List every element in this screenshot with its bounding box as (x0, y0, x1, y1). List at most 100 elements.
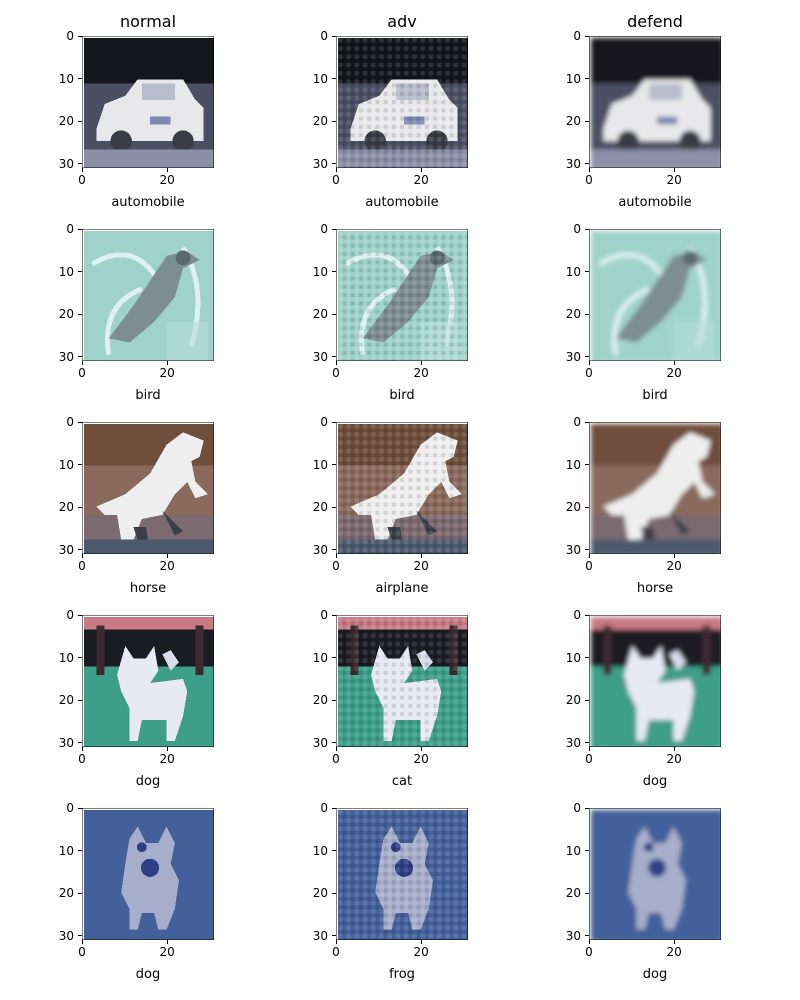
x-tick-label: 20 (406, 559, 436, 573)
y-tick (78, 850, 82, 851)
y-tick-label: 20 (302, 114, 328, 128)
image-dog-patch (141, 859, 159, 877)
y-tick (78, 271, 82, 272)
y-tick-label: 0 (302, 801, 328, 815)
y-tick (78, 700, 82, 701)
y-tick-label: 10 (555, 265, 581, 279)
y-tick (585, 163, 589, 164)
x-tick-label: 0 (67, 559, 97, 573)
y-tick (585, 464, 589, 465)
y-tick-label: 30 (302, 157, 328, 171)
y-tick-label: 0 (555, 801, 581, 815)
y-tick-label: 30 (302, 736, 328, 750)
y-tick (78, 464, 82, 465)
y-tick (78, 549, 82, 550)
y-tick (332, 935, 336, 936)
image-car-stripe (150, 116, 171, 124)
x-tick (421, 940, 422, 944)
y-tick (332, 657, 336, 658)
y-tick (585, 121, 589, 122)
image-bird-foreground (167, 322, 208, 361)
image-svg (82, 422, 214, 554)
y-tick-label: 0 (555, 29, 581, 43)
y-tick-label: 0 (48, 415, 74, 429)
image-car-wheel (617, 130, 638, 151)
y-tick (78, 893, 82, 894)
x-tick-label: 20 (406, 173, 436, 187)
image-car-window (142, 83, 175, 100)
image-night-sky (84, 38, 214, 83)
y-tick-label: 10 (302, 72, 328, 86)
y-tick-label: 0 (48, 608, 74, 622)
image-panel (589, 422, 721, 554)
x-tick (674, 554, 675, 558)
y-tick-label: 0 (555, 415, 581, 429)
x-tick-label: 20 (406, 945, 436, 959)
predicted-class-label: dog (82, 774, 214, 789)
x-tick (421, 554, 422, 558)
predicted-class-label: horse (82, 581, 214, 596)
x-tick (167, 940, 168, 944)
x-tick (82, 554, 83, 558)
x-tick (336, 554, 337, 558)
y-tick-label: 0 (48, 801, 74, 815)
y-tick (332, 229, 336, 230)
y-tick (78, 36, 82, 37)
predicted-class-label: automobile (82, 195, 214, 210)
image-post (195, 625, 203, 675)
x-tick (82, 940, 83, 944)
y-tick-label: 0 (302, 608, 328, 622)
y-tick (332, 314, 336, 315)
y-tick (332, 742, 336, 743)
x-tick (421, 168, 422, 172)
x-tick-label: 0 (67, 945, 97, 959)
y-tick-label: 10 (48, 265, 74, 279)
image-perturbation (338, 617, 468, 747)
x-tick (167, 361, 168, 365)
y-tick (332, 422, 336, 423)
y-tick-label: 30 (48, 157, 74, 171)
image-svg (336, 36, 468, 168)
x-tick-label: 20 (406, 752, 436, 766)
image-svg (82, 615, 214, 747)
y-tick-label: 20 (302, 307, 328, 321)
y-tick (78, 314, 82, 315)
image-night-sky (591, 38, 721, 83)
x-tick (674, 940, 675, 944)
y-tick-label: 20 (555, 500, 581, 514)
image-car-wheel (110, 130, 131, 151)
y-tick (332, 78, 336, 79)
x-tick (674, 168, 675, 172)
image-svg (589, 36, 721, 168)
image-bird-foreground (674, 322, 715, 361)
predicted-class-label: dog (589, 774, 721, 789)
y-tick (332, 271, 336, 272)
x-tick-label: 0 (321, 366, 351, 380)
image-svg (589, 229, 721, 361)
x-tick (167, 554, 168, 558)
y-tick-label: 10 (302, 458, 328, 472)
y-tick-label: 20 (48, 114, 74, 128)
x-tick-label: 20 (152, 752, 182, 766)
y-tick-label: 10 (302, 265, 328, 279)
image-svg (336, 615, 468, 747)
y-tick-label: 10 (48, 72, 74, 86)
predicted-class-label: dog (589, 967, 721, 982)
image-panel (336, 808, 468, 940)
x-tick-label: 0 (67, 752, 97, 766)
y-tick (78, 356, 82, 357)
image-bird-head (176, 250, 191, 265)
y-tick (332, 36, 336, 37)
x-tick-label: 0 (321, 173, 351, 187)
y-tick-label: 30 (302, 929, 328, 943)
x-tick-label: 0 (321, 752, 351, 766)
image-road (84, 149, 214, 168)
predicted-class-label: cat (336, 774, 468, 789)
image-car-window (649, 83, 682, 100)
y-tick-label: 20 (48, 307, 74, 321)
x-tick (336, 361, 337, 365)
y-tick (585, 808, 589, 809)
image-panel (589, 615, 721, 747)
y-tick (585, 549, 589, 550)
x-tick-label: 20 (406, 366, 436, 380)
